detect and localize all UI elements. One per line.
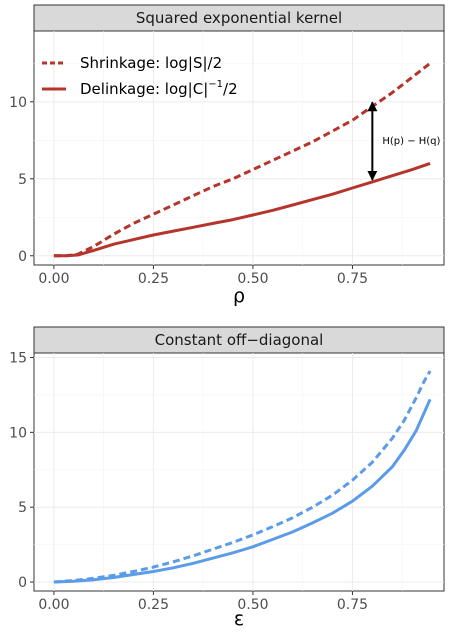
plot-area-bottom bbox=[33, 352, 445, 592]
y-tick-label: 10 bbox=[9, 95, 27, 111]
grid-top bbox=[34, 31, 444, 265]
legend-label-delinkage-main: Delinkage: log|C| bbox=[80, 80, 208, 98]
ticks-top: 0.00 0.25 0.50 0.75 0 5 10 bbox=[9, 95, 368, 287]
legend-label-shrinkage: Shrinkage: log|S|/2 bbox=[80, 54, 222, 72]
y-tick-label: 10 bbox=[9, 425, 27, 441]
legend-label-delinkage: Delinkage: log|C|−1/2 bbox=[80, 79, 238, 98]
series-line-solid-bottom bbox=[53, 398, 432, 584]
strip-title-top: Squared exponential kernel bbox=[136, 9, 342, 27]
panel-squared-exponential: Squared exponential kernel 0.00 0.25 0.50 0… bbox=[9, 4, 445, 307]
grid-bottom bbox=[34, 353, 444, 591]
x-tick-label: 0.25 bbox=[138, 271, 169, 287]
legend: Shrinkage: log|S|/2 Delinkage: log|C|−1/… bbox=[42, 54, 238, 98]
strip-bottom bbox=[33, 326, 445, 354]
ticks-bottom: 0.00 0.25 0.50 0.75 0 5 10 15 bbox=[9, 350, 368, 613]
strip-top bbox=[33, 4, 445, 32]
x-tick-label: 0.25 bbox=[138, 597, 169, 613]
series-top bbox=[53, 62, 432, 258]
legend-label-delinkage-tail: /2 bbox=[223, 80, 238, 98]
annotation: H(p) − H(q) bbox=[367, 101, 441, 181]
panel-constant-off-diagonal: Constant off−diagonal 0.00 0.25 0.50 0.75 0 5… bbox=[9, 326, 445, 630]
x-tick-label: 0.00 bbox=[38, 597, 69, 613]
legend-label-delinkage-sup: −1 bbox=[208, 79, 223, 90]
y-tick-label: 0 bbox=[18, 575, 27, 591]
x-tick-label: 0.75 bbox=[337, 597, 368, 613]
series-line-dashed-bottom bbox=[53, 370, 432, 584]
y-tick-label: 0 bbox=[18, 249, 27, 265]
series-bottom bbox=[53, 370, 432, 584]
y-tick-label: 5 bbox=[18, 172, 27, 188]
series-line-solid-top bbox=[53, 161, 431, 258]
x-tick-label: 0.50 bbox=[237, 271, 268, 287]
y-tick-label: 15 bbox=[9, 350, 27, 366]
x-axis-title-bottom: ε bbox=[234, 608, 244, 630]
x-axis-title-top: ρ bbox=[233, 285, 245, 307]
x-tick-label: 0.75 bbox=[337, 271, 368, 287]
y-tick-label: 5 bbox=[18, 500, 27, 516]
x-tick-label: 0.50 bbox=[237, 597, 268, 613]
x-tick-label: 0.00 bbox=[38, 271, 69, 287]
series-line-dashed-top bbox=[53, 62, 432, 258]
difference-label: H(p) − H(q) bbox=[382, 136, 440, 147]
strip-title-bottom: Constant off−diagonal bbox=[155, 331, 324, 349]
